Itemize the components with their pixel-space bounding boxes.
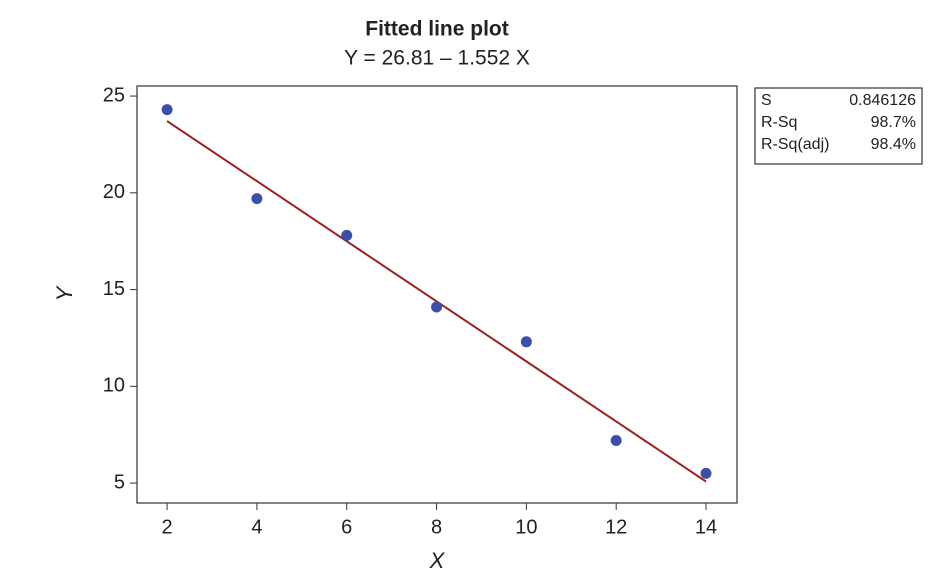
x-tick-label: 10: [515, 516, 537, 538]
chart-subtitle: Y = 26.81 – 1.552 X: [344, 47, 530, 70]
y-axis-label: Y: [52, 285, 77, 301]
stat-value: 0.846126: [849, 92, 916, 109]
stat-value: 98.7%: [871, 114, 916, 131]
x-tick-label: 8: [431, 516, 442, 538]
y-tick-label: 5: [114, 471, 125, 493]
stat-value: 98.4%: [871, 136, 916, 153]
data-point: [251, 193, 263, 205]
x-tick-label: 2: [162, 516, 173, 538]
y-tick-label: 20: [103, 181, 125, 203]
stat-name: S: [761, 92, 772, 109]
x-tick-label: 4: [251, 516, 262, 538]
y-tick-label: 10: [103, 375, 125, 397]
stat-name: R-Sq(adj): [761, 136, 829, 153]
data-point: [431, 301, 443, 313]
y-tick-label: 25: [103, 84, 125, 106]
data-point: [520, 336, 532, 348]
data-point: [610, 434, 622, 446]
y-tick-label: 15: [103, 278, 125, 300]
x-tick-label: 14: [695, 516, 717, 538]
chart-title: Fitted line plot: [365, 18, 508, 41]
data-point: [161, 104, 173, 116]
x-tick-label: 6: [341, 516, 352, 538]
stats-box: [754, 87, 923, 165]
x-tick-label: 12: [605, 516, 627, 538]
fitted-line: [166, 120, 707, 483]
plot-frame: [136, 85, 738, 504]
data-point: [700, 467, 712, 479]
data-point: [341, 229, 353, 241]
stat-name: R-Sq: [761, 114, 797, 131]
x-axis-label: X: [429, 548, 446, 573]
